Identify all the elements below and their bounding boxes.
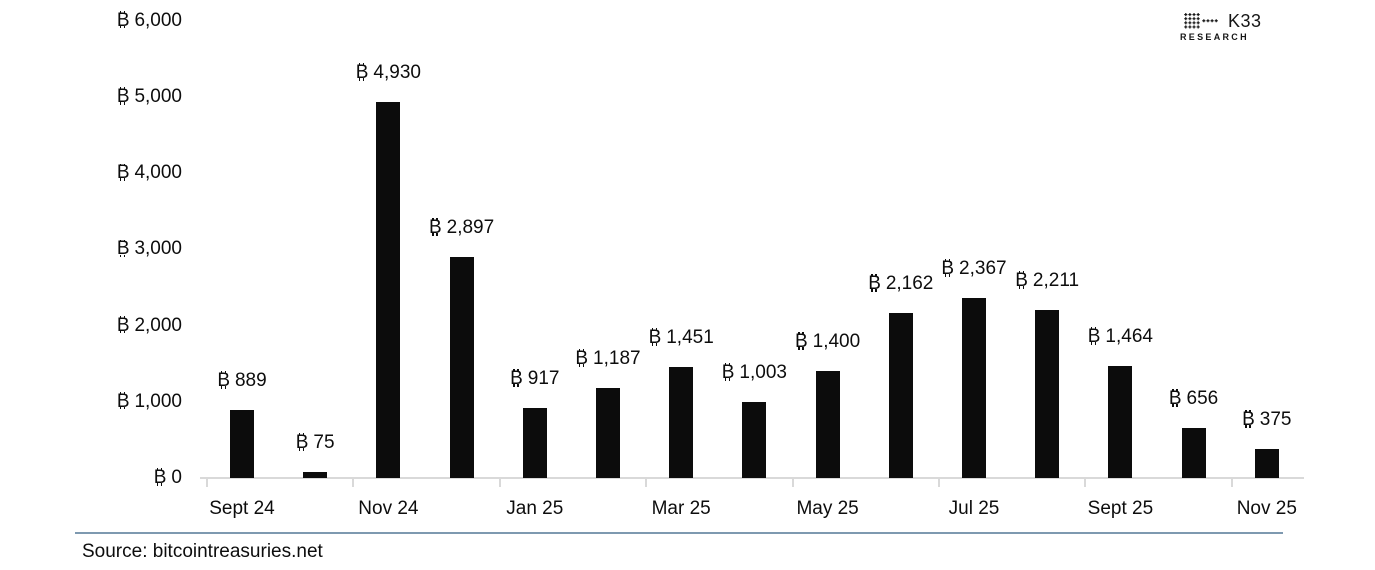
bitcoin-symbol-icon: B [1242, 409, 1255, 430]
bar [962, 298, 986, 478]
bar-value-label: B 2,211 [1015, 270, 1080, 291]
bar-value-label: B 375 [1242, 409, 1292, 430]
source-divider [75, 532, 1283, 534]
bar [230, 410, 254, 478]
y-axis-label: B 5,000 [116, 86, 182, 107]
bitcoin-symbol-icon: B [575, 348, 589, 369]
bar-value-label: B 2,162 [868, 273, 934, 294]
bitcoin-symbol-icon: B [116, 162, 130, 184]
bitcoin-symbol-icon: B [941, 258, 955, 279]
bar-value-label: B 1,003 [721, 362, 787, 383]
bitcoin-symbol-icon: B [116, 238, 130, 260]
bitcoin-symbol-icon: B [1087, 326, 1101, 347]
bar-value-label: B 1,400 [795, 331, 861, 352]
bar-value-label: B 917 [510, 368, 560, 389]
y-axis-label: B 2,000 [116, 314, 182, 336]
x-axis-label: Nov 25 [1236, 498, 1297, 519]
bar-value-label: B 4,930 [355, 62, 421, 83]
bar [1035, 310, 1060, 478]
k33-logo-text: K33 [1228, 11, 1262, 31]
bar [449, 257, 474, 478]
bitcoin-symbol-icon: B [429, 217, 442, 238]
bitcoin-symbol-icon: B [116, 390, 130, 412]
bar-value-label: B 889 [217, 370, 267, 391]
bar-value-label: B 1,451 [648, 327, 714, 348]
y-axis-label: B 1,000 [116, 390, 182, 412]
x-axis-label: Sept 24 [209, 498, 275, 519]
bitcoin-symbol-icon: B [295, 432, 309, 453]
x-axis-line [200, 477, 1304, 479]
x-axis-tick [938, 478, 940, 487]
k33-logo: K33 RESEARCH [1180, 12, 1262, 42]
x-axis-tick [791, 478, 794, 487]
bitcoin-symbol-icon: B [153, 467, 167, 488]
bitcoin-symbol-icon: B [355, 62, 369, 83]
bar [1254, 449, 1279, 478]
y-axis-label: B 4,000 [116, 162, 182, 184]
x-axis-tick [645, 478, 648, 487]
bar [376, 102, 401, 478]
x-axis-tick [498, 478, 501, 487]
x-axis-label: Jan 25 [506, 498, 564, 519]
bar [815, 371, 840, 478]
bar [1181, 428, 1206, 478]
bar [596, 388, 620, 478]
x-axis-tick [1230, 478, 1233, 487]
x-axis-label: May 25 [796, 498, 859, 519]
bitcoin-symbol-icon: B [721, 362, 735, 383]
bitcoin-symbol-icon: B [795, 331, 808, 352]
bitcoin-symbol-icon: B [116, 86, 130, 107]
bitcoin-symbol-icon: B [510, 368, 523, 389]
bitcoin-symbol-icon: B [116, 314, 130, 336]
bitcoin-symbol-icon: B [116, 9, 130, 31]
k33-logo-subtext: RESEARCH [1180, 32, 1249, 42]
x-axis-tick [1084, 478, 1087, 487]
bar [742, 402, 767, 478]
x-axis-label: Jul 25 [948, 498, 1000, 519]
bitcoin-symbol-icon: B [1168, 388, 1182, 409]
x-axis-tick [352, 478, 355, 487]
x-axis-label: Mar 25 [651, 498, 711, 519]
bar [522, 408, 547, 478]
x-axis-label: Nov 24 [358, 498, 419, 519]
source-text: Source: bitcointreasuries.net [82, 541, 323, 562]
bitcoin-symbol-icon: B [648, 327, 662, 348]
x-axis-tick [206, 478, 208, 487]
bar-value-label: B 1,464 [1087, 326, 1153, 347]
bar [303, 472, 328, 478]
k33-logo-mark [1183, 13, 1219, 29]
bar [1108, 366, 1133, 478]
bar-value-label: B 1,187 [575, 348, 641, 369]
bar [888, 313, 913, 478]
bar-value-label: B 75 [295, 432, 335, 453]
bar-value-label: B 656 [1168, 388, 1219, 409]
bar-value-label: B 2,367 [941, 258, 1007, 279]
bar [669, 367, 694, 478]
x-axis-label: Sept 25 [1087, 498, 1154, 519]
bitcoin-symbol-icon: B [868, 273, 881, 294]
bitcoin-symbol-icon: B [217, 370, 231, 391]
y-axis-label: B 6,000 [116, 9, 182, 31]
y-axis-label: B 3,000 [116, 238, 182, 260]
bar-value-label: B 2,897 [429, 217, 495, 238]
bitcoin-symbol-icon: B [1015, 270, 1028, 291]
